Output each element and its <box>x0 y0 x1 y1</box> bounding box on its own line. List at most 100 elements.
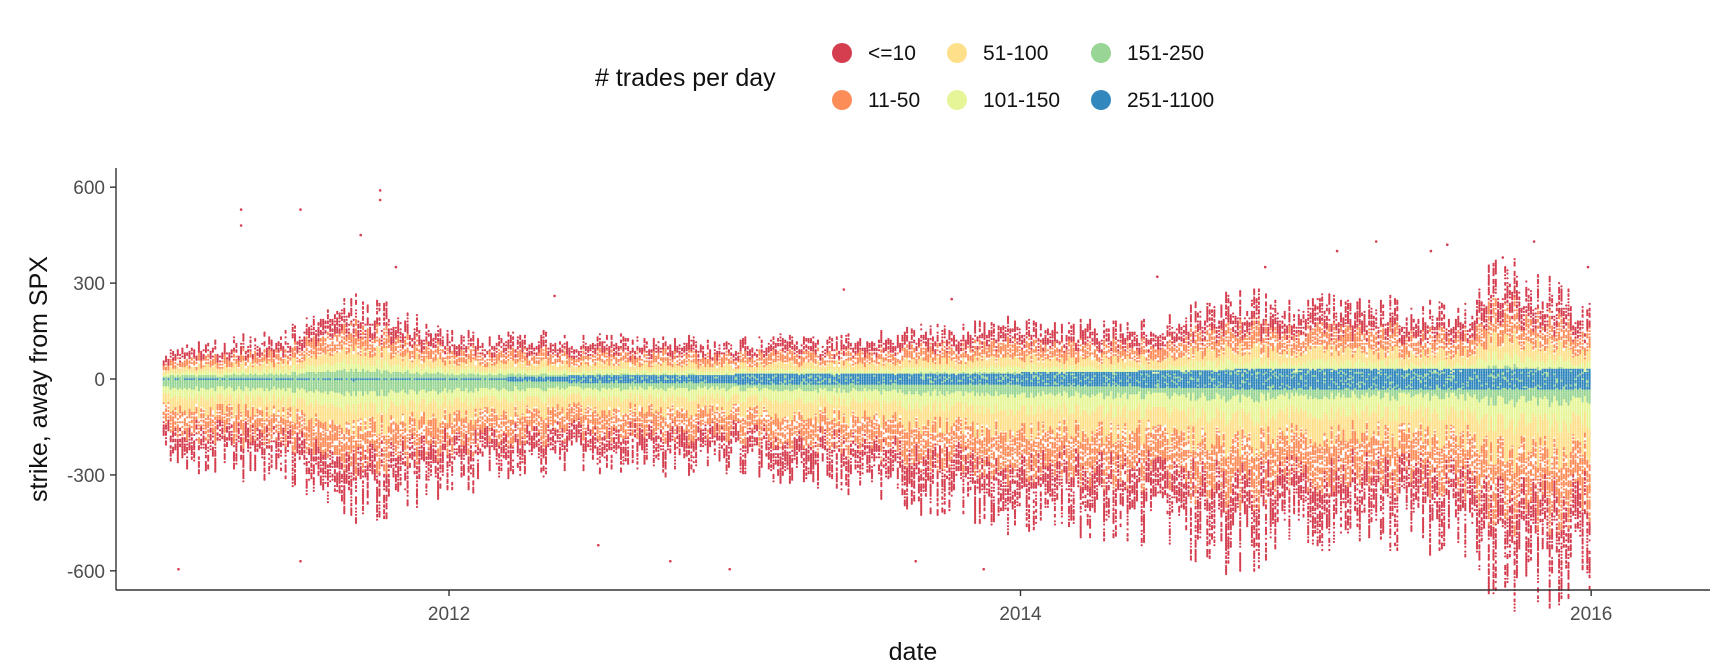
data-point <box>177 421 179 423</box>
data-point <box>247 410 249 412</box>
data-point <box>174 365 176 367</box>
data-point <box>170 429 172 431</box>
data-point <box>181 362 183 364</box>
data-point <box>165 431 167 433</box>
data-point <box>254 455 256 457</box>
data-point <box>188 424 190 426</box>
data-point <box>198 461 200 463</box>
data-point <box>214 426 216 428</box>
data-point <box>256 443 258 445</box>
data-point <box>205 356 207 358</box>
data-point <box>177 434 179 436</box>
data-point <box>170 352 172 354</box>
data-point <box>247 423 249 425</box>
data-point <box>174 354 176 356</box>
data-point <box>195 416 197 418</box>
data-point <box>186 456 188 458</box>
data-point <box>242 333 244 335</box>
data-point <box>235 343 237 345</box>
data-point <box>231 356 233 358</box>
data-point <box>170 426 172 428</box>
data-point <box>174 426 176 428</box>
data-point <box>198 445 200 447</box>
data-point <box>212 420 214 422</box>
data-point <box>205 437 207 439</box>
data-point <box>231 434 233 436</box>
data-point <box>174 432 176 434</box>
data-point <box>186 352 188 354</box>
data-point <box>191 442 193 444</box>
data-point <box>210 434 212 436</box>
data-point <box>200 424 202 426</box>
data-point <box>205 455 207 457</box>
data-point <box>193 367 195 369</box>
data-point <box>163 412 165 414</box>
data-point <box>245 418 247 420</box>
data-point <box>219 412 221 414</box>
data-point <box>203 435 205 437</box>
data-point <box>254 348 256 350</box>
legend-swatch <box>947 90 967 110</box>
data-point <box>181 437 183 439</box>
data-point <box>252 354 254 356</box>
data-point <box>212 348 214 350</box>
data-point <box>221 364 223 366</box>
data-point <box>224 453 226 455</box>
data-point <box>217 415 219 417</box>
data-point <box>231 416 233 418</box>
data-point <box>212 367 214 369</box>
data-point <box>242 423 244 425</box>
data-point <box>217 437 219 439</box>
data-point <box>238 435 240 437</box>
data-point <box>181 421 183 423</box>
data-point <box>179 421 181 423</box>
data-point <box>240 364 242 366</box>
data-point <box>256 415 258 417</box>
data-point <box>252 423 254 425</box>
data-point <box>186 447 188 449</box>
data-point <box>207 447 209 449</box>
data-point <box>212 447 214 449</box>
data-point <box>177 418 179 420</box>
data-point <box>174 421 176 423</box>
data-point <box>256 437 258 439</box>
data-point <box>186 423 188 425</box>
data-point <box>198 428 200 430</box>
data-point <box>186 443 188 445</box>
data-point <box>188 439 190 441</box>
data-point <box>170 423 172 425</box>
data-point <box>219 364 221 366</box>
data-point <box>217 412 219 414</box>
data-point <box>233 348 235 350</box>
data-point <box>249 451 251 453</box>
data-point <box>217 424 219 426</box>
data-point <box>242 455 244 457</box>
data-point <box>167 413 169 415</box>
data-point <box>240 415 242 417</box>
data-point <box>177 424 179 426</box>
data-point <box>205 362 207 364</box>
data-point <box>184 352 186 354</box>
data-point <box>200 413 202 415</box>
data-point <box>242 480 244 482</box>
data-point <box>203 420 205 422</box>
data-point <box>165 356 167 358</box>
data-point <box>231 349 233 351</box>
data-point <box>254 420 256 422</box>
data-point <box>221 416 223 418</box>
data-point <box>212 424 214 426</box>
data-point <box>214 447 216 449</box>
data-point <box>233 434 235 436</box>
data-point <box>200 439 202 441</box>
data-point <box>167 416 169 418</box>
data-point <box>165 367 167 369</box>
data-point <box>165 408 167 410</box>
data-point <box>203 431 205 433</box>
data-point <box>167 359 169 361</box>
data-point <box>195 362 197 364</box>
legend-swatch <box>1091 43 1111 63</box>
data-point <box>235 356 237 358</box>
data-point <box>245 421 247 423</box>
data-point <box>240 434 242 436</box>
legend-label: 51-100 <box>983 42 1048 65</box>
